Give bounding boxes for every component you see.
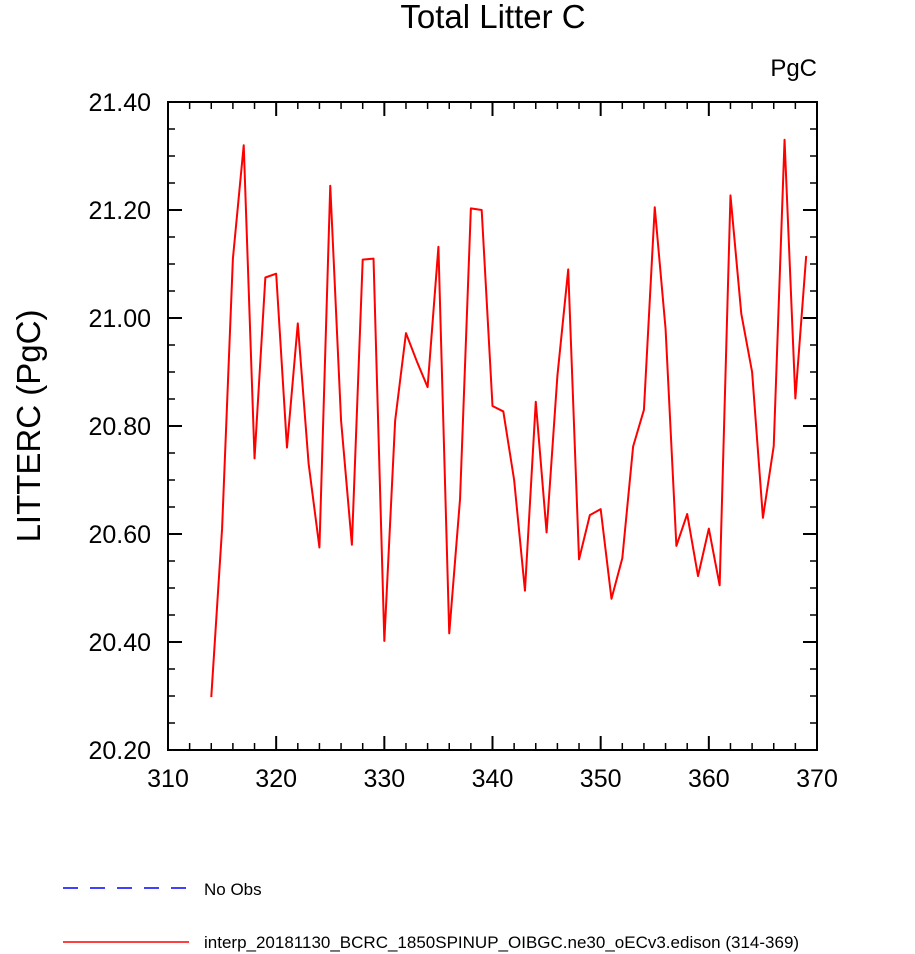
- y-tick-label: 20.20: [88, 737, 151, 765]
- y-tick-label: 21.00: [88, 305, 151, 333]
- x-tick-label: 370: [796, 765, 838, 793]
- minor-ticks: [168, 102, 817, 750]
- major-ticks: [167, 101, 818, 751]
- x-tick-label: 350: [580, 765, 622, 793]
- plot-frame: [167, 101, 818, 751]
- x-tick-label: 330: [363, 765, 405, 793]
- x-tick-label: 360: [688, 765, 730, 793]
- y-tick-label: 21.40: [88, 89, 151, 117]
- legend-label-no-obs: No Obs: [204, 880, 262, 899]
- tick-labels: 310 320 330 340 350 360 370 20.20 20.40 20.60 20.8…: [88, 89, 837, 793]
- y-tick-label: 20.80: [88, 413, 151, 441]
- y-tick-label: 20.40: [88, 629, 151, 657]
- legend: No Obs interp_20181130_BCRC_1850SPINUP_O…: [63, 880, 799, 952]
- y-axis-label: LITTERC (PgC): [10, 310, 47, 543]
- x-tick-label: 340: [472, 765, 514, 793]
- x-tick-label: 310: [147, 765, 189, 793]
- units-label: PgC: [770, 55, 817, 82]
- y-tick-label: 20.60: [88, 521, 151, 549]
- y-tick-label: 21.20: [88, 197, 151, 225]
- series-layer: [210, 138, 808, 698]
- chart-title: Total Litter C: [400, 0, 585, 35]
- series-line: [210, 138, 808, 698]
- x-tick-label: 320: [255, 765, 297, 793]
- legend-label-series: interp_20181130_BCRC_1850SPINUP_OIBGC.ne…: [204, 933, 799, 952]
